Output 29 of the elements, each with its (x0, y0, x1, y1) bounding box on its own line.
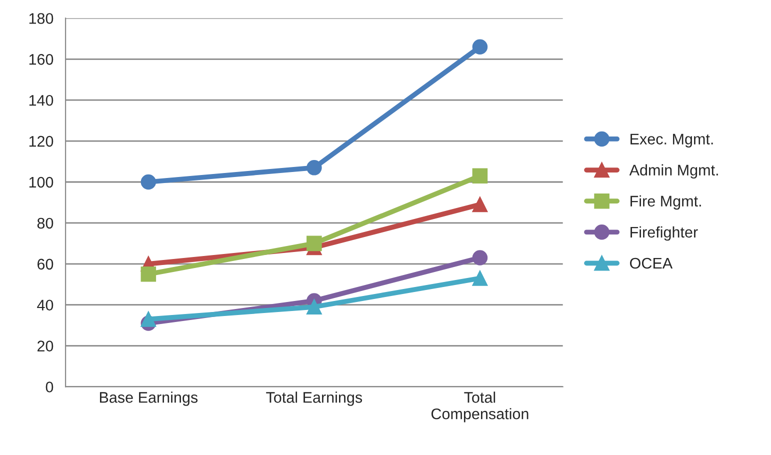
y-tick-label: 40 (37, 300, 54, 311)
legend-label: Exec. Mgmt. (630, 134, 713, 148)
legend-label: Fire Mgmt. (630, 195, 701, 210)
point (140, 174, 156, 190)
point (306, 299, 322, 315)
y-tick-label: 120 (29, 136, 54, 147)
y-tick-label: 20 (38, 340, 54, 352)
point (140, 266, 156, 282)
y-tick-label: 60 (38, 258, 54, 270)
legend-label: OCEA (630, 258, 673, 269)
y-tick-label: 0 (46, 382, 54, 392)
legend-label: Admin Mgmt. (629, 164, 718, 179)
point (306, 236, 322, 252)
x-tick-label: Total Earnings (266, 392, 362, 406)
legend-label: Firefighter (630, 226, 698, 241)
y-tick-label: 100 (29, 176, 54, 188)
y-tick-label: 80 (37, 218, 54, 229)
point (472, 270, 488, 286)
y-tick-label: 140 (29, 94, 54, 106)
point (472, 196, 488, 212)
y-tick-label: 180 (29, 13, 54, 24)
x-tick-label: Total Compensation (431, 392, 528, 422)
point (472, 250, 488, 266)
y-tick-label: 160 (29, 54, 54, 65)
x-tick-label: Base Earnings (100, 392, 198, 406)
point (140, 312, 156, 327)
point (472, 39, 488, 55)
point (472, 168, 488, 184)
point (306, 160, 322, 176)
